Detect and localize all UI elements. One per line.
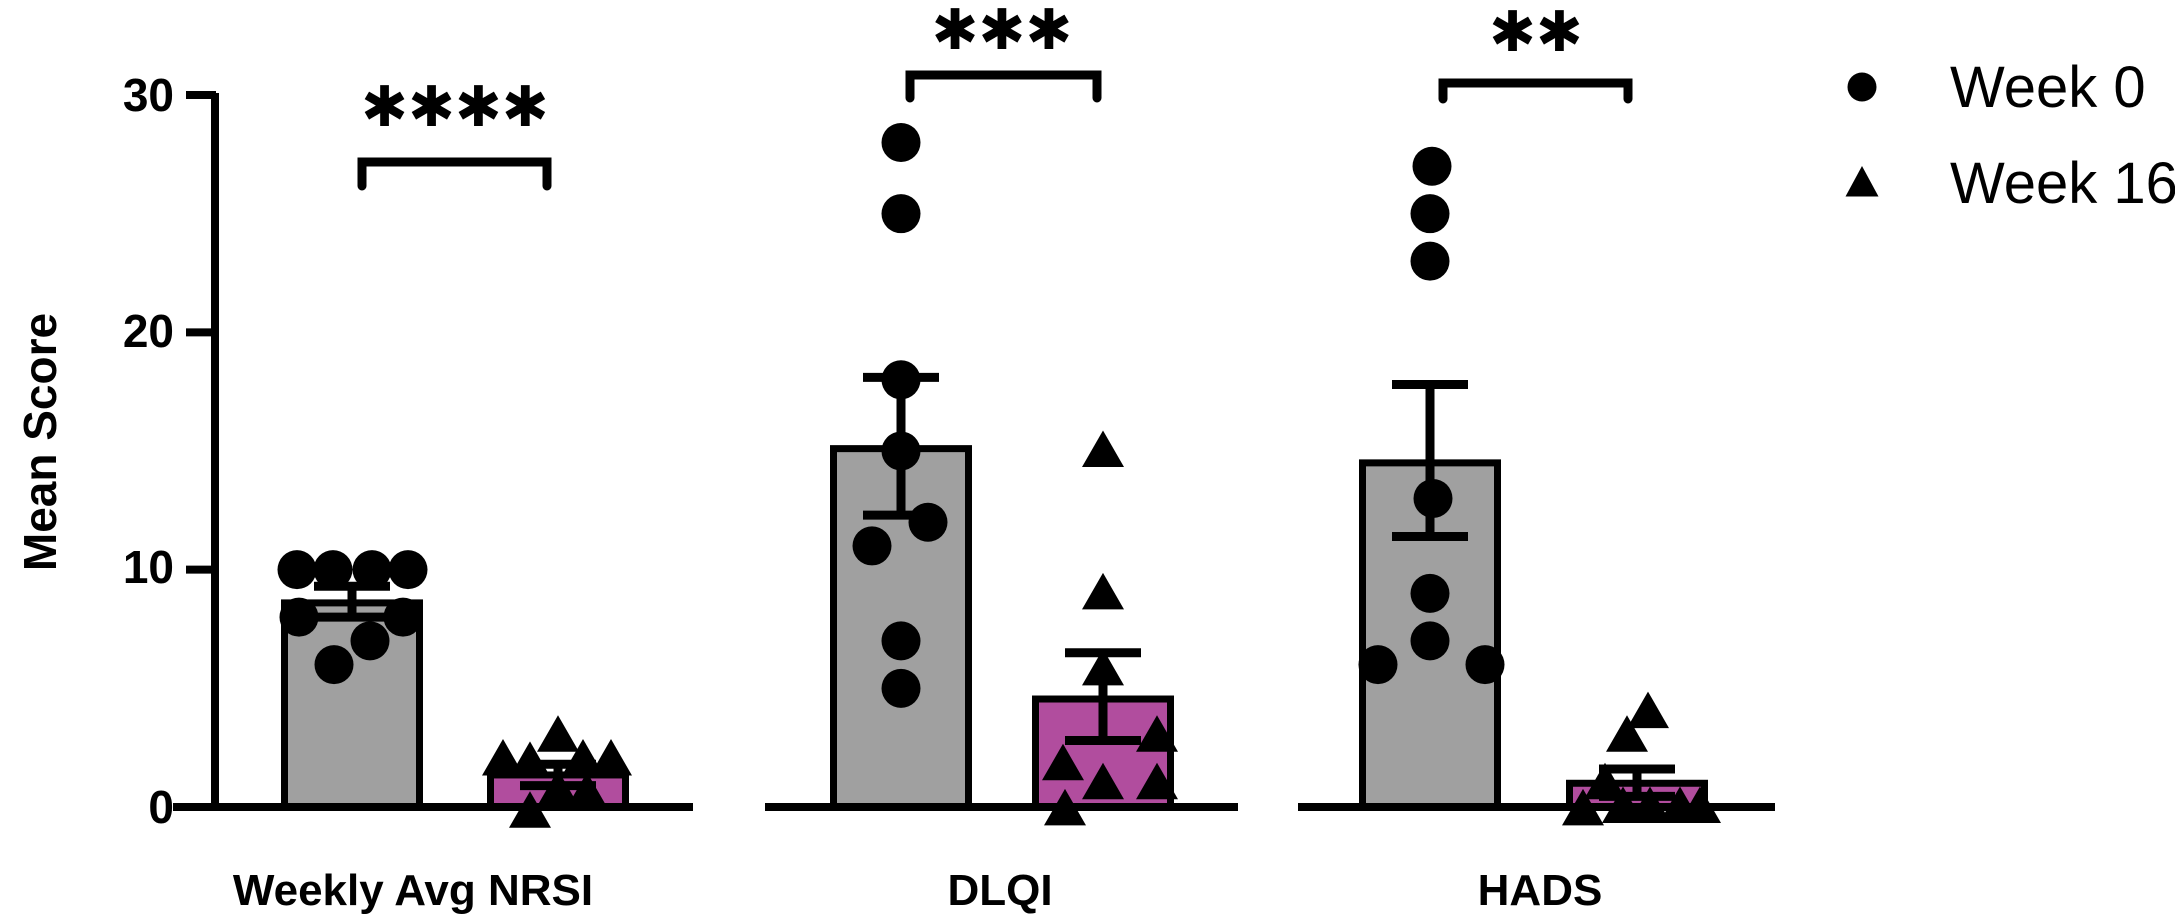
y-tick-label-10: 10 [123,541,174,593]
scatter-point-week-16-hads-1 [1606,715,1648,752]
scatter-point-week-0-dlqi-7 [881,668,921,708]
scatter-point-week-16-weekly-avg-nrsi-3 [562,739,604,776]
x-category-label-weekly-avg-nrsi: Weekly Avg NRSI [233,866,593,915]
scatter-point-week-0-dlqi-6 [881,621,921,661]
chart-geometry [173,70,1775,828]
scatter-point-week-0-hads-5 [1410,621,1450,661]
scatter-point-week-16-weekly-avg-nrsi-0 [537,715,579,752]
scatter-point-week-16-hads-2 [1584,762,1626,800]
y-axis-title: Mean Score [14,313,66,571]
scatter-point-week-16-weekly-avg-nrsi-7 [509,791,551,828]
scatter-point-week-0-weekly-avg-nrsi-7 [314,645,354,685]
scatter-point-week-0-weekly-avg-nrsi-0 [277,550,317,590]
scatter-point-week-0-hads-4 [1410,573,1450,613]
scatter-point-week-0-hads-7 [1465,645,1505,685]
scatter-point-week-16-weekly-avg-nrsi-5 [537,769,579,807]
scatter-point-week-0-hads-3 [1413,478,1453,518]
scatter-point-week-16-dlqi-4 [1042,743,1084,781]
scatter-point-week-16-hads-5 [1629,786,1671,823]
scatter-point-week-16-weekly-avg-nrsi-2 [509,741,551,778]
significance-stars-dlqi: ✱✱✱ [932,0,1073,63]
scatter-point-week-0-weekly-avg-nrsi-3 [388,550,428,590]
y-tick-label-0: 0 [148,781,174,833]
scatter-point-week-16-dlqi-5 [1082,762,1124,800]
scatter-point-week-0-dlqi-2 [881,360,921,400]
scatter-point-week-16-dlqi-2 [1082,648,1124,686]
scatter-point-week-16-weekly-avg-nrsi-1 [482,739,524,776]
scatter-point-week-0-weekly-avg-nrsi-2 [352,550,392,590]
y-tick-label-20: 20 [123,305,174,357]
scatter-point-week-0-dlqi-5 [852,526,892,566]
scatter-point-week-16-dlqi-1 [1082,572,1124,610]
scatter-point-week-0-weekly-avg-nrsi-1 [313,550,353,590]
scatter-point-week-0-dlqi-1 [881,194,921,234]
sig-bracket-weekly-avg-nrsi [357,157,552,191]
scatter-point-week-0-weekly-avg-nrsi-4 [279,597,319,637]
scatter-point-week-0-weekly-avg-nrsi-5 [383,597,423,637]
scatter-point-week-16-hads-0 [1627,691,1669,729]
x-category-label-hads: HADS [1478,866,1603,915]
legend-circle-marker-icon [1847,72,1877,102]
significance-stars-weekly-avg-nrsi: ✱✱✱✱ [361,75,549,140]
legend: Week 0 Week 16 [1845,55,2175,216]
x-category-label-dlqi: DLQI [947,866,1052,915]
scatter-point-week-16-weekly-avg-nrsi-6 [566,772,608,809]
scatter-point-week-16-dlqi-0 [1082,430,1124,468]
scatter-point-week-16-dlqi-7 [1044,788,1086,826]
scatter-point-week-0-hads-0 [1412,146,1452,186]
scatter-point-week-16-hads-7 [1679,786,1721,823]
scatter-point-week-0-hads-6 [1358,645,1398,685]
sig-bracket-dlqi [905,70,1102,103]
y-tick-label-30: 30 [123,69,174,121]
legend-label-week0: Week 0 [1950,55,2146,120]
scatter-point-week-16-weekly-avg-nrsi-4 [590,739,632,776]
legend-triangle-marker-icon [1845,166,1879,197]
scatter-point-week-0-weekly-avg-nrsi-6 [350,621,390,661]
scatter-point-week-0-hads-1 [1410,194,1450,234]
scatter-point-week-16-hads-4 [1602,786,1644,823]
scatter-point-week-0-dlqi-0 [881,122,921,162]
scatter-point-week-16-dlqi-6 [1136,762,1178,800]
scatter-point-week-0-dlqi-3 [881,431,921,471]
scatter-point-week-16-dlqi-3 [1136,715,1178,752]
scatter-point-week-16-hads-3 [1562,788,1604,826]
significance-stars-hads: ✱✱ [1489,0,1583,65]
legend-label-week16: Week 16 [1950,151,2175,216]
sig-bracket-hads [1438,78,1633,104]
scatter-point-week-0-dlqi-4 [908,502,948,542]
scatter-point-week-0-hads-2 [1410,241,1450,281]
